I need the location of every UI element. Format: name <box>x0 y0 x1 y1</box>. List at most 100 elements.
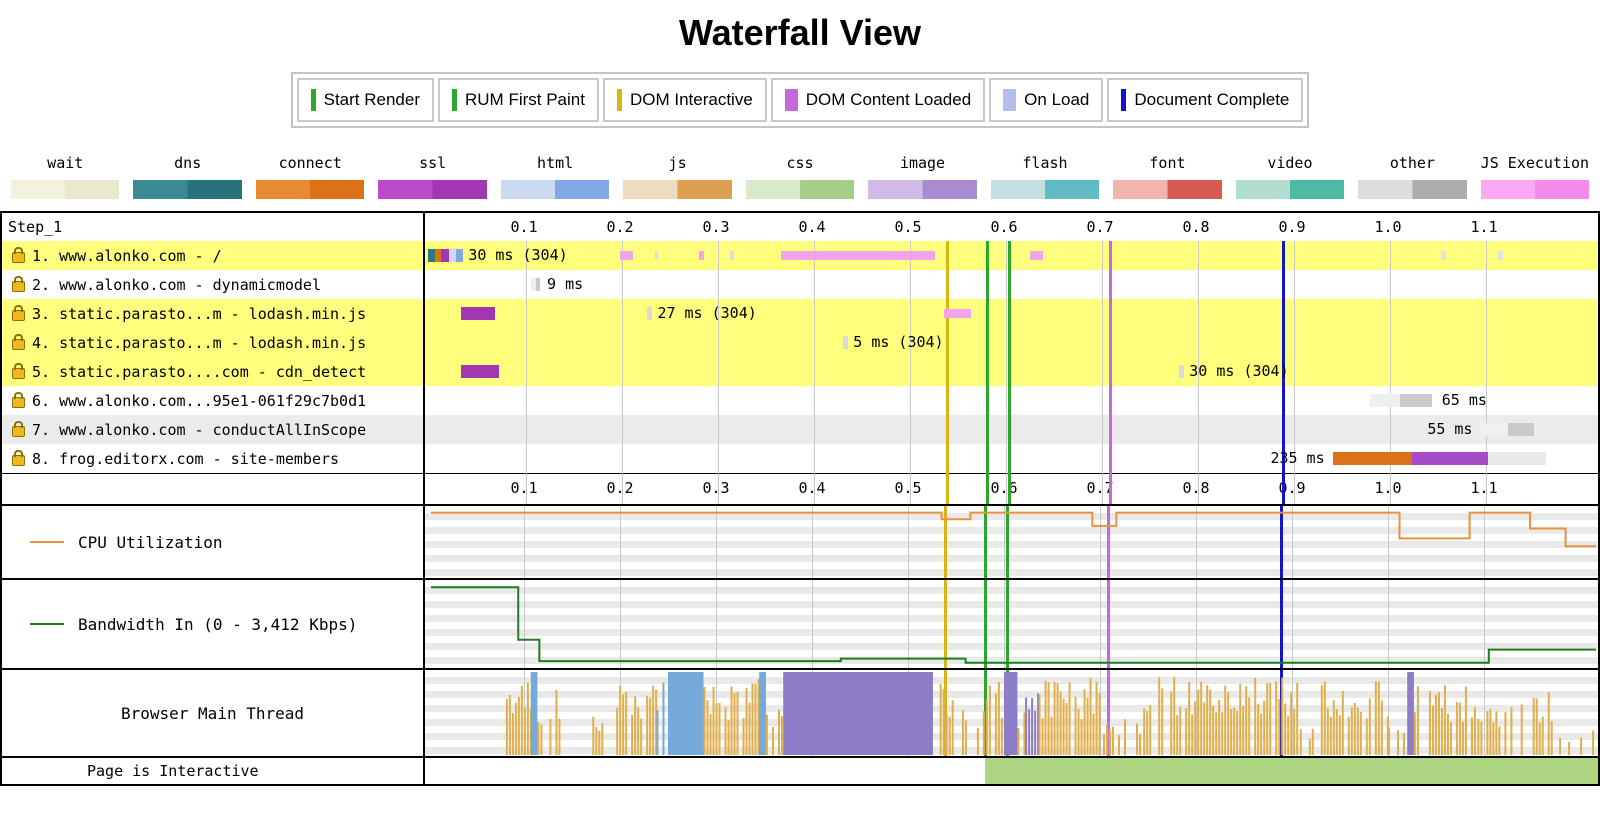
request-row[interactable]: 8. frog.editorx.com - site-members 235 ms <box>2 444 1598 473</box>
time-tick: 0.6 <box>990 218 1018 236</box>
request-row[interactable]: 6. www.alonko.com...95e1-061f29c7b0d1 65 … <box>2 386 1598 415</box>
request-bar <box>1498 251 1504 260</box>
request-bar <box>1399 394 1433 407</box>
request-label-cell: 5. static.parasto....com - cdn_detect <box>2 357 425 386</box>
dns-swatch <box>133 180 242 199</box>
resource-type-label: image <box>899 154 946 172</box>
interactive-label-panel: Page is Interactive <box>2 758 425 784</box>
request-row[interactable]: 2. www.alonko.com - dynamicmodel 9 ms <box>2 270 1598 299</box>
lock-icon <box>12 275 25 292</box>
legend-item-label: On Load <box>1024 90 1090 109</box>
time-tick: 0.3 <box>702 479 730 497</box>
request-bar <box>1178 365 1184 378</box>
request-bar <box>1440 251 1446 260</box>
request-bar <box>944 309 972 318</box>
resource-type-label: JS Execution <box>1480 154 1590 172</box>
main-thread-chart <box>425 670 1598 756</box>
css-swatch <box>745 180 855 199</box>
page-title: Waterfall View <box>678 12 922 53</box>
resource-type-html: html <box>500 154 610 199</box>
time-tick: 1.0 <box>1374 479 1402 497</box>
resource-type-label: font <box>1149 154 1186 172</box>
request-label[interactable]: 6. www.alonko.com...95e1-061f29c7b0d1 <box>32 391 367 410</box>
request-label[interactable]: 7. www.alonko.com - conductAllInScope <box>32 420 367 439</box>
request-timeline: 9 ms <box>425 270 1598 299</box>
legend-item-on-load: On Load <box>989 78 1104 122</box>
resource-type-label: js <box>668 154 687 172</box>
ssl-swatch <box>378 180 487 199</box>
legend-item-label: DOM Content Loaded <box>805 90 972 109</box>
paint-legend: Start Render RUM First Paint DOM Interacti… <box>290 72 1310 128</box>
resource-type-other: other <box>1358 154 1467 199</box>
legend-item-label: RUM First Paint <box>465 90 585 109</box>
time-tick: 0.9 <box>1278 479 1306 497</box>
request-row[interactable]: 7. www.alonko.com - conductAllInScope 55 … <box>2 415 1598 444</box>
bandwidth-chart <box>425 580 1598 668</box>
request-row[interactable]: 1. www.alonko.com - / 30 ms (304) <box>2 241 1598 270</box>
time-tick: 0.1 <box>510 479 538 497</box>
lock-icon <box>12 304 25 321</box>
request-row[interactable]: 5. static.parasto....com - cdn_detect 30 … <box>2 357 1598 386</box>
request-bar <box>530 278 536 291</box>
request-label[interactable]: 4. static.parasto...m - lodash.min.js <box>32 333 367 352</box>
request-bar <box>455 249 463 262</box>
resource-type-image: image <box>868 154 977 199</box>
legend-item-rum-first-paint: RUM First Paint <box>438 78 599 122</box>
resource-type-js: js <box>623 154 732 199</box>
dom-interactive-marker <box>616 89 622 111</box>
request-bar <box>460 365 500 378</box>
main-thread-label-panel: Browser Main Thread <box>2 670 425 756</box>
request-bar <box>698 251 704 260</box>
request-bar <box>842 336 848 349</box>
resource-type-label: css <box>786 154 814 172</box>
time-tick: 1.0 <box>1374 218 1402 236</box>
request-label[interactable]: 5. static.parasto....com - cdn_detect <box>32 362 367 381</box>
request-label-cell: 2. www.alonko.com - dynamicmodel <box>2 270 425 299</box>
resource-type-css: css <box>745 154 855 199</box>
waterfall-table: Step_1 0.1 0.2 0.3 0.4 0.5 0.6 0.7 0.8 0.9 1.0 1.1… <box>2 213 1598 504</box>
waterfall-header: Step_1 0.1 0.2 0.3 0.4 0.5 0.6 0.7 0.8 0.9 1.0 1.1 <box>2 213 1598 241</box>
js-execution-swatch <box>1480 180 1590 199</box>
request-timeline: 5 ms (304) <box>425 328 1598 357</box>
time-tick: 0.7 <box>1086 479 1114 497</box>
resource-type-video: video <box>1235 154 1345 199</box>
time-tick: 0.6 <box>990 479 1018 497</box>
lock-icon <box>12 362 25 379</box>
dom-content-loaded-marker <box>784 89 798 111</box>
request-label[interactable]: 2. www.alonko.com - dynamicmodel <box>32 275 321 294</box>
request-label[interactable]: 8. frog.editorx.com - site-members <box>32 449 340 468</box>
request-annotation: 30 ms (304) <box>468 246 568 264</box>
lock-icon <box>12 246 25 263</box>
resource-type-connect: connect <box>255 154 365 199</box>
request-label[interactable]: 3. static.parasto...m - lodash.min.js <box>32 304 367 323</box>
resource-type-wait: wait <box>11 154 120 199</box>
interactive-bar <box>984 758 1598 784</box>
step-label: Step_1 <box>8 218 63 236</box>
time-tick: 0.5 <box>894 479 922 497</box>
request-annotation: 55 ms <box>1427 420 1473 438</box>
request-label-cell: 7. www.alonko.com - conductAllInScope <box>2 415 425 444</box>
request-row[interactable]: 3. static.parasto...m - lodash.min.js 27 … <box>2 299 1598 328</box>
waterfall-page: { "title": "Waterfall View", "legend": {… <box>0 12 1600 786</box>
request-timeline: 30 ms (304) <box>425 241 1598 270</box>
request-label[interactable]: 1. www.alonko.com - / <box>32 246 222 265</box>
request-row[interactable]: 4. static.parasto...m - lodash.min.js 5 m… <box>2 328 1598 357</box>
document-complete-marker <box>1121 89 1127 111</box>
cpu-label: CPU Utilization <box>78 532 223 552</box>
time-tick: 0.2 <box>606 479 634 497</box>
image-swatch <box>868 180 977 199</box>
lock-icon <box>12 333 25 350</box>
time-tick: 0.9 <box>1278 218 1306 236</box>
request-timeline: 27 ms (304) <box>425 299 1598 328</box>
paint-legend-wrap: Start Render RUM First Paint DOM Interacti… <box>0 72 1600 128</box>
time-tick: 0.5 <box>894 218 922 236</box>
request-bar <box>441 249 450 262</box>
footer-left-cell <box>2 474 425 504</box>
request-timeline: 65 ms <box>425 386 1598 415</box>
waterfall-footer: 0.1 0.2 0.3 0.4 0.5 0.6 0.7 0.8 0.9 1.0 1.1 <box>2 473 1598 504</box>
resource-type-label: dns <box>174 154 202 172</box>
start-render-marker <box>310 89 316 111</box>
request-timeline: 30 ms (304) <box>425 357 1598 386</box>
request-bar <box>535 278 541 291</box>
html-swatch <box>500 180 610 199</box>
